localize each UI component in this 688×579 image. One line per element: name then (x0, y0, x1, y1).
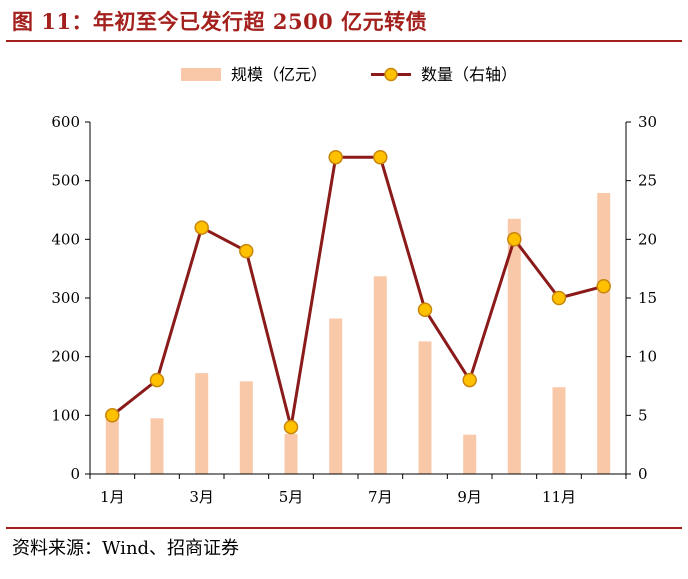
legend-bar-swatch (181, 68, 221, 81)
legend-bar-label: 规模（亿元） (231, 65, 327, 84)
bar-series (105, 193, 611, 474)
bar-9 (463, 434, 477, 474)
right-tick-label: 20 (638, 230, 657, 248)
point-5 (283, 419, 299, 435)
left-tick-label: 300 (51, 289, 80, 307)
point-12 (596, 279, 611, 294)
right-tick-label: 15 (638, 289, 657, 307)
x-tick-label: 5月 (279, 488, 304, 506)
point-2 (149, 372, 165, 388)
bar-5 (284, 434, 298, 474)
axes: 0 100 200 300 400 500 600 0 5 10 15 20 25 30 1月 3月 5月 7月 9… (51, 113, 657, 506)
bar-12 (597, 193, 611, 474)
right-tick-label: 10 (638, 348, 657, 366)
x-tick-label: 9月 (457, 488, 482, 506)
right-tick-label: 0 (638, 465, 648, 483)
bar-10 (507, 218, 521, 474)
title-rule (6, 40, 682, 42)
left-tick-label: 100 (51, 406, 80, 424)
bar-4 (239, 381, 253, 474)
point-10 (507, 232, 522, 247)
x-tick-label: 7月 (368, 488, 393, 506)
legend-line-marker (384, 67, 398, 82)
line-series (105, 149, 611, 435)
source-note: 资料来源：Wind、招商证券 (12, 538, 240, 559)
point-6 (328, 149, 343, 165)
x-tick-label: 3月 (189, 488, 214, 506)
left-tick-label: 0 (70, 465, 80, 483)
left-tick-label: 400 (51, 230, 80, 248)
left-tick-label: 500 (51, 172, 80, 190)
bar-1 (105, 414, 119, 474)
point-9 (462, 372, 477, 388)
x-tick-label: 1月 (100, 488, 125, 506)
right-tick-label: 5 (638, 406, 648, 424)
point-3 (194, 220, 209, 235)
right-tick-label: 30 (638, 113, 657, 131)
point-1 (105, 408, 120, 423)
point-8 (417, 302, 433, 317)
bar-3 (195, 373, 209, 474)
bar-8 (418, 341, 432, 474)
legend-line-label: 数量（右轴） (421, 65, 517, 84)
left-tick-label: 200 (51, 348, 80, 366)
bar-2 (150, 418, 164, 474)
source-rule (6, 527, 682, 529)
x-tick-label: 11月 (542, 488, 576, 506)
left-tick-label: 600 (51, 113, 80, 131)
count-line (111, 155, 605, 429)
figure-title: 图 11：年初至今已发行超 2500 亿元转债 (12, 9, 428, 34)
point-4 (239, 243, 254, 259)
bar-11 (552, 387, 566, 474)
right-tick-label: 25 (638, 172, 657, 190)
point-11 (551, 290, 567, 306)
legend: 规模（亿元） 数量（右轴） (181, 65, 517, 84)
bar-6 (329, 318, 343, 474)
bar-7 (373, 276, 387, 474)
point-7 (373, 149, 388, 165)
